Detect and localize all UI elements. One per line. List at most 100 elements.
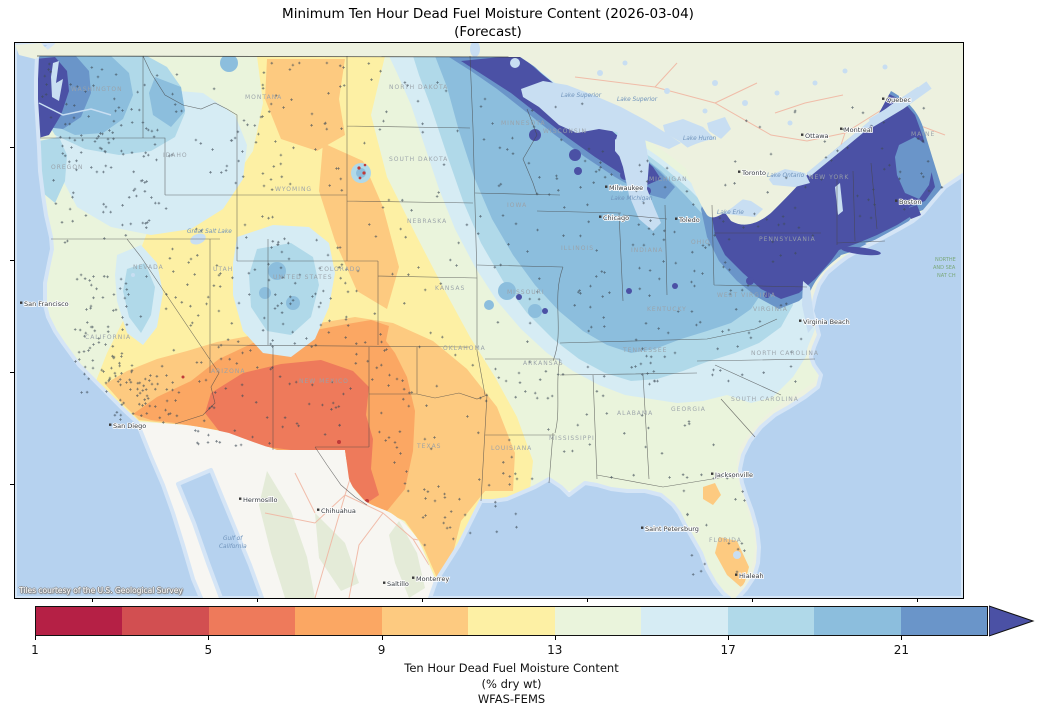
city-label: Montreal	[844, 126, 873, 134]
colorbar-tick	[381, 636, 383, 640]
city-label: Milwaukee	[609, 184, 643, 192]
ocean-label: NAT CH	[937, 273, 956, 279]
colorbar-tick	[35, 636, 36, 640]
state-label: NEVADA	[133, 264, 164, 271]
long-island	[841, 246, 881, 256]
colorbar-tick-label: 5	[204, 643, 213, 657]
state-label: NEBRASKA	[407, 218, 447, 225]
colorbar-segment-15-17	[641, 607, 728, 635]
station-markers	[41, 61, 944, 576]
ocean-protected-area-labels: NORTHE AND SEA NAT CH	[933, 257, 956, 279]
state-label: OREGON	[51, 164, 84, 171]
state-label: UTAH	[213, 266, 233, 273]
lake-label: Gulf of	[223, 536, 243, 542]
great-lakes	[38, 43, 932, 559]
city-dot	[239, 497, 242, 500]
city-dot	[882, 97, 885, 100]
city-dot	[675, 217, 678, 220]
lake-label: Lake Ontario	[767, 173, 805, 179]
colorbar-label-units: (% dry wt)	[481, 676, 542, 691]
city-label: Hialeah	[739, 572, 764, 580]
state-label: ARIZONA	[211, 368, 245, 375]
city-dot	[109, 423, 112, 426]
mexico-relief	[259, 471, 425, 598]
lake-label: Great Salt Lake	[187, 229, 232, 235]
city-label: San Francisco	[24, 300, 69, 308]
state-label: IOWA	[507, 202, 527, 209]
city-label: Quebec	[886, 96, 911, 104]
city-label: San Diego	[113, 422, 146, 430]
colorbar-label: Ten Hour Dead Fuel Moisture Content (% d…	[35, 661, 988, 708]
state-label: CALIFORNIA	[85, 334, 131, 341]
colorbar-tick-label: 17	[720, 643, 736, 657]
colorbar-segment-5-7	[208, 607, 296, 635]
colorbar-over-arrow	[989, 605, 1035, 637]
state-label: WEST VIRGINIA	[717, 292, 776, 299]
city-label: Saltillo	[387, 580, 409, 588]
colorbar-segment-7-9	[295, 607, 382, 635]
colorbar-tick-label: 21	[893, 643, 909, 657]
city-dot	[412, 576, 415, 579]
ocean-water	[15, 43, 963, 598]
state-label: TENNESSEE	[622, 347, 667, 354]
state-boundaries	[36, 55, 886, 506]
graticule-tick	[422, 598, 423, 602]
basemap-attribution: Tiles courtesy of the U.S. Geological Su…	[19, 586, 183, 595]
green-bay	[615, 139, 633, 165]
figure-title: Minimum Ten Hour Dead Fuel Moisture Cont…	[14, 5, 962, 41]
city-dot	[599, 215, 602, 218]
state-label: WISCONSIN	[543, 128, 587, 135]
ocean-label: AND SEA	[933, 265, 956, 271]
colorbar-tick	[554, 636, 556, 640]
graticule-tick	[10, 372, 14, 373]
vancouver-island	[15, 43, 49, 59]
state-label: OKLAHOMA	[443, 345, 486, 352]
state-label: MAINE	[911, 131, 935, 138]
city-label: Jacksonville	[714, 471, 753, 479]
state-label: SOUTH CAROLINA	[731, 396, 799, 403]
city-dot	[840, 127, 843, 130]
state-label: ALABAMA	[617, 410, 653, 417]
colorbar	[35, 606, 988, 636]
puget-sound	[51, 61, 63, 101]
state-label: MONTANA	[245, 94, 282, 101]
state-label: KANSAS	[435, 285, 465, 292]
lake-label: Lake Superior	[561, 93, 602, 99]
city-labels: San Francisco San Diego Hermosillo Chihuahu…	[20, 95, 922, 589]
lake-superior	[521, 81, 681, 149]
state-labels: WASHINGTON MONTANA OREGON IDAHO WYOMING NEVAD…	[51, 84, 935, 544]
colorbar-tick-label: 13	[547, 643, 563, 657]
state-label: MICHIGAN	[649, 176, 688, 183]
state-label: LOUISIANA	[491, 445, 532, 452]
colorbar-label-title: Ten Hour Dead Fuel Moisture Content	[404, 661, 619, 675]
colorbar-segment-1-3	[36, 607, 123, 635]
state-label: SOUTH DAKOTA	[389, 156, 448, 163]
lake-labels: Lake Superior Lake Superior Lake Michigan L…	[187, 93, 805, 550]
city-label: Toledo	[678, 216, 700, 224]
state-label: MINNESOTA	[501, 120, 546, 127]
colorbar-segment-3-5	[122, 607, 209, 635]
colorbar-tick	[728, 636, 730, 640]
state-label: GEORGIA	[671, 406, 706, 413]
city-dot	[799, 319, 802, 322]
city-dot	[20, 301, 23, 304]
colorbar-tick-label: 9	[377, 643, 386, 657]
state-label: FLORIDA	[709, 537, 742, 544]
city-label: Hermosillo	[243, 496, 278, 504]
colorbar-segment-9-11	[381, 607, 469, 635]
lake-label: Lake Superior	[617, 97, 658, 103]
lake-okeechobee	[733, 551, 741, 559]
colorbar-tick	[208, 636, 210, 640]
graticule-tick	[917, 598, 918, 602]
state-label: COLORADO	[319, 266, 361, 273]
lake-label: Lake Erie	[717, 210, 744, 216]
city-label: Saint Petersburg	[645, 525, 699, 533]
lake-label: Lake Michigan	[611, 196, 653, 202]
city-dot	[735, 573, 738, 576]
graticule-tick	[10, 260, 14, 261]
lake-ontario	[767, 169, 810, 187]
lake-label: Lake Huron	[683, 136, 717, 142]
graticule-tick	[92, 598, 93, 602]
southern-ontario-land	[681, 138, 771, 218]
title-line-2: (Forecast)	[454, 24, 522, 40]
